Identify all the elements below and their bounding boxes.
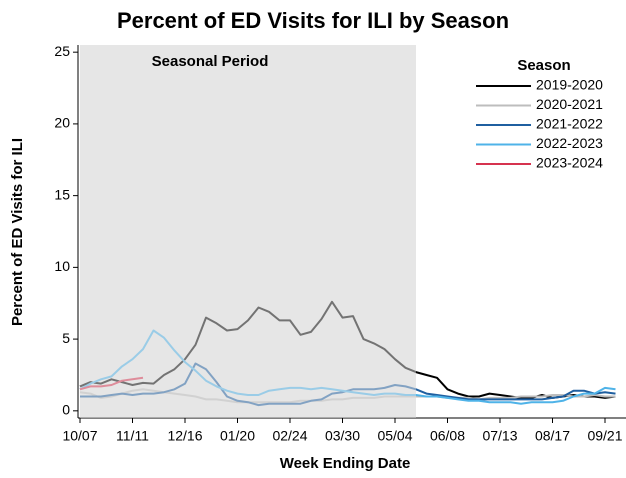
y-axis-label: Percent of ED Visits for ILI (9, 138, 26, 326)
y-tick-label: 25 (54, 43, 70, 59)
x-tick-label: 03/30 (325, 428, 360, 444)
x-tick-label: 05/04 (377, 428, 412, 444)
shade-annotation: Seasonal Period (152, 53, 269, 70)
y-tick-label: 15 (54, 186, 70, 202)
x-tick-label: 06/08 (430, 428, 465, 444)
legend-title: Season (517, 57, 570, 74)
x-tick-label: 01/20 (220, 428, 255, 444)
legend-label: 2022-2023 (536, 135, 603, 151)
y-tick-label: 0 (62, 402, 70, 418)
y-tick-label: 5 (62, 330, 70, 346)
x-tick-label: 10/07 (62, 428, 97, 444)
y-tick-label: 20 (54, 115, 70, 131)
legend-label: 2019-2020 (536, 77, 603, 93)
seasonal-shade-overlay (80, 45, 416, 418)
x-tick-label: 02/24 (272, 428, 307, 444)
x-tick-label: 07/13 (482, 428, 517, 444)
legend-label: 2021-2022 (536, 116, 603, 132)
x-axis-label: Week Ending Date (280, 455, 411, 472)
x-tick-label: 08/17 (535, 428, 570, 444)
x-tick-label: 11/11 (116, 428, 149, 444)
chart-title: Percent of ED Visits for ILI by Season (117, 8, 509, 33)
x-tick-label: 12/16 (167, 428, 202, 444)
legend-label: 2023-2024 (536, 155, 603, 171)
x-tick-label: 09/21 (587, 428, 622, 444)
legend-label: 2020-2021 (536, 96, 603, 112)
y-tick-label: 10 (54, 258, 70, 274)
